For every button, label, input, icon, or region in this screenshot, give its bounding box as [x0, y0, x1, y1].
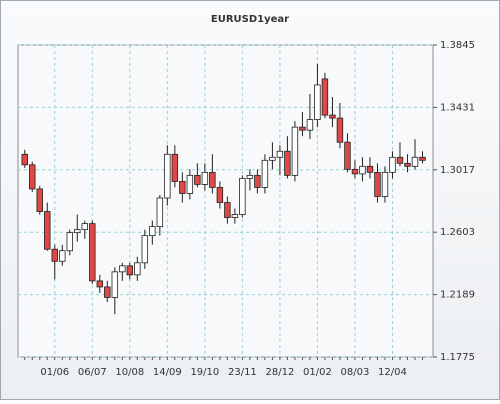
- candle-body: [359, 165, 366, 175]
- candle-body: [284, 150, 291, 176]
- x-tick-label: 10/08: [115, 367, 144, 378]
- x-tick-label: 01/02: [303, 367, 332, 378]
- candle-body: [171, 153, 179, 182]
- candle-body: [314, 84, 321, 121]
- x-tick-label: 28/12: [265, 367, 294, 378]
- candle-body: [104, 286, 111, 298]
- candle-body: [36, 188, 43, 212]
- x-tick-label: 23/11: [228, 367, 257, 378]
- candle-body: [269, 156, 276, 161]
- candle-body: [239, 177, 246, 215]
- candle-body: [179, 181, 186, 194]
- candle-body: [194, 174, 201, 185]
- y-tick-label: 1.3017: [440, 165, 475, 176]
- y-tick-label: 1.2603: [440, 227, 475, 238]
- candle-body: [209, 171, 216, 188]
- candle-body: [351, 168, 359, 175]
- x-tick-label: 14/09: [153, 367, 182, 378]
- y-tick-label: 1.1775: [440, 352, 475, 363]
- candle-body: [389, 156, 396, 173]
- candle-body: [374, 171, 381, 197]
- candle-body: [224, 202, 231, 218]
- candle-body: [119, 265, 126, 273]
- x-tick-label: 12/04: [378, 367, 407, 378]
- candle-body: [89, 223, 96, 282]
- candle-body: [381, 171, 389, 197]
- candle-body: [96, 280, 104, 288]
- y-tick-label: 1.3845: [440, 40, 475, 51]
- candle-body: [149, 226, 156, 237]
- candle-body: [299, 126, 306, 131]
- candle-body: [21, 153, 28, 166]
- candle-body: [306, 119, 314, 131]
- candle-body: [186, 174, 194, 194]
- candle-body: [29, 164, 36, 190]
- candle-body: [81, 223, 89, 231]
- candle-body: [246, 174, 254, 179]
- x-tick-label: 19/10: [190, 367, 219, 378]
- candle-body: [261, 159, 269, 188]
- x-tick-label: 06/07: [78, 367, 107, 378]
- candle-body: [231, 214, 239, 218]
- x-tick-label: 08/03: [341, 367, 370, 378]
- candle-body: [44, 211, 51, 250]
- candle-body: [59, 250, 66, 262]
- candle-body: [111, 271, 119, 298]
- candle-body: [336, 117, 344, 143]
- plot-area: [17, 44, 434, 358]
- candle-body: [51, 248, 58, 262]
- candle-body: [329, 114, 336, 119]
- candle-body: [66, 232, 73, 252]
- x-tick-label: 01/06: [40, 367, 69, 378]
- candle-body: [366, 165, 374, 173]
- candle-body: [164, 153, 171, 199]
- candle-body: [344, 141, 351, 170]
- y-tick-label: 1.3431: [440, 102, 475, 113]
- candle-body: [276, 150, 284, 158]
- candle-body: [134, 262, 141, 276]
- candle-body: [216, 187, 224, 203]
- candle-body: [411, 156, 419, 167]
- candle-body: [201, 171, 209, 185]
- candle-body: [291, 126, 299, 176]
- y-tick-label: 1.2189: [440, 290, 475, 301]
- chart-title: EURUSD1year: [211, 14, 289, 25]
- candle-body: [141, 235, 149, 264]
- candle-body: [126, 265, 134, 276]
- candle-body: [404, 162, 411, 167]
- candle-body: [321, 78, 329, 116]
- candle-body: [74, 229, 81, 234]
- candle-body: [419, 156, 426, 161]
- candle-body: [156, 197, 164, 228]
- candle-body: [396, 156, 404, 164]
- candle-body: [254, 174, 261, 188]
